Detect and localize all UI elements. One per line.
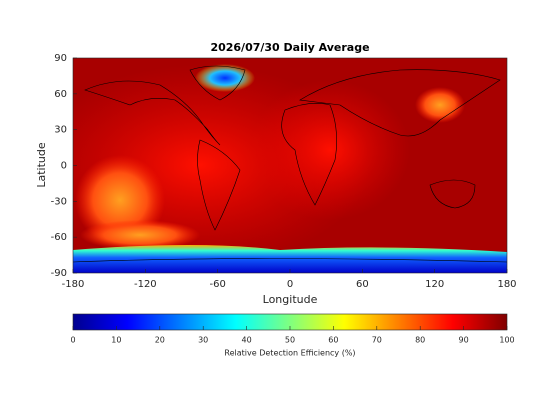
colorbar-tick-label: 60 bbox=[328, 336, 338, 345]
chart-title: 2026/07/30 Daily Average bbox=[210, 41, 369, 54]
colorbar-tick-label: 10 bbox=[111, 336, 121, 345]
x-tick-label: 60 bbox=[356, 279, 369, 290]
colorbar-tick-label: 30 bbox=[198, 336, 208, 345]
colorbar-tick-label: 40 bbox=[242, 336, 252, 345]
coastlines bbox=[73, 65, 507, 263]
x-tick-label: -180 bbox=[62, 279, 85, 290]
x-tick-label: -120 bbox=[134, 279, 157, 290]
x-axis-label: Longitude bbox=[263, 293, 318, 306]
colorbar-tick-label: 70 bbox=[372, 336, 382, 345]
x-tick-label: 0 bbox=[287, 279, 293, 290]
x-tick-label: 120 bbox=[425, 279, 444, 290]
y-tick-label: -60 bbox=[51, 232, 67, 243]
x-tick-label: 180 bbox=[497, 279, 516, 290]
antarctic-band bbox=[73, 245, 507, 273]
y-tick-label: 0 bbox=[61, 161, 67, 172]
x-tick-label: -60 bbox=[209, 279, 225, 290]
colorbar-tick-label: 80 bbox=[415, 336, 425, 345]
colorbar-tick-label: 0 bbox=[70, 336, 75, 345]
y-axis-label: Latitude bbox=[35, 142, 48, 188]
colorbar-tick-label: 90 bbox=[459, 336, 469, 345]
colorbar-label: Relative Detection Efficiency (%) bbox=[224, 349, 355, 358]
colorbar-tick-label: 100 bbox=[499, 336, 514, 345]
colorbar-tick-label: 20 bbox=[155, 336, 165, 345]
y-tick-label: 90 bbox=[54, 53, 67, 64]
field-blob bbox=[195, 64, 255, 92]
field-blob bbox=[250, 80, 410, 220]
y-tick-label: 30 bbox=[54, 125, 67, 136]
map-field bbox=[73, 58, 507, 273]
y-tick-label: 60 bbox=[54, 89, 67, 100]
y-tick-label: -30 bbox=[51, 196, 67, 207]
field-blob bbox=[415, 87, 465, 123]
field-blob bbox=[80, 220, 200, 250]
y-tick-label: -90 bbox=[51, 268, 67, 279]
colorbar-tick-label: 50 bbox=[285, 336, 295, 345]
